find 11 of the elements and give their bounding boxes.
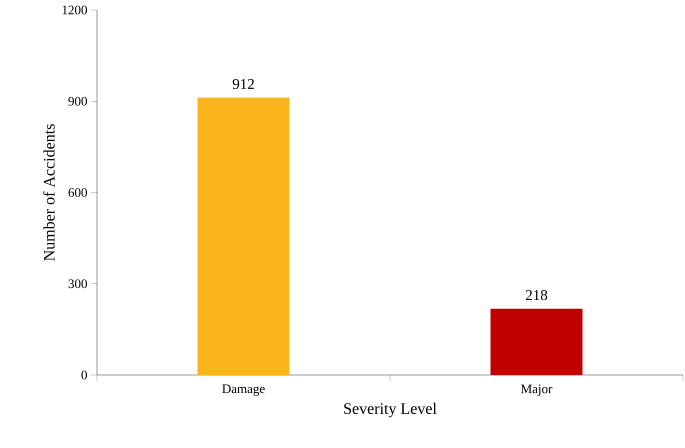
y-tick-label: 0 [81, 370, 87, 380]
y-tick-label: 1200 [62, 6, 87, 14]
y-tick-label: 600 [68, 188, 87, 197]
x-tick-label: Major [520, 384, 552, 396]
y-tick-label: 900 [68, 96, 87, 106]
data-label: 218 [526, 290, 548, 300]
y-axis-title: Number of Accidents [43, 124, 55, 261]
y-tick-label: 300 [68, 279, 87, 288]
x-tick-label: Damage [222, 384, 265, 396]
data-label: 912 [232, 78, 254, 90]
x-axis-title: Severity Level [344, 402, 437, 418]
